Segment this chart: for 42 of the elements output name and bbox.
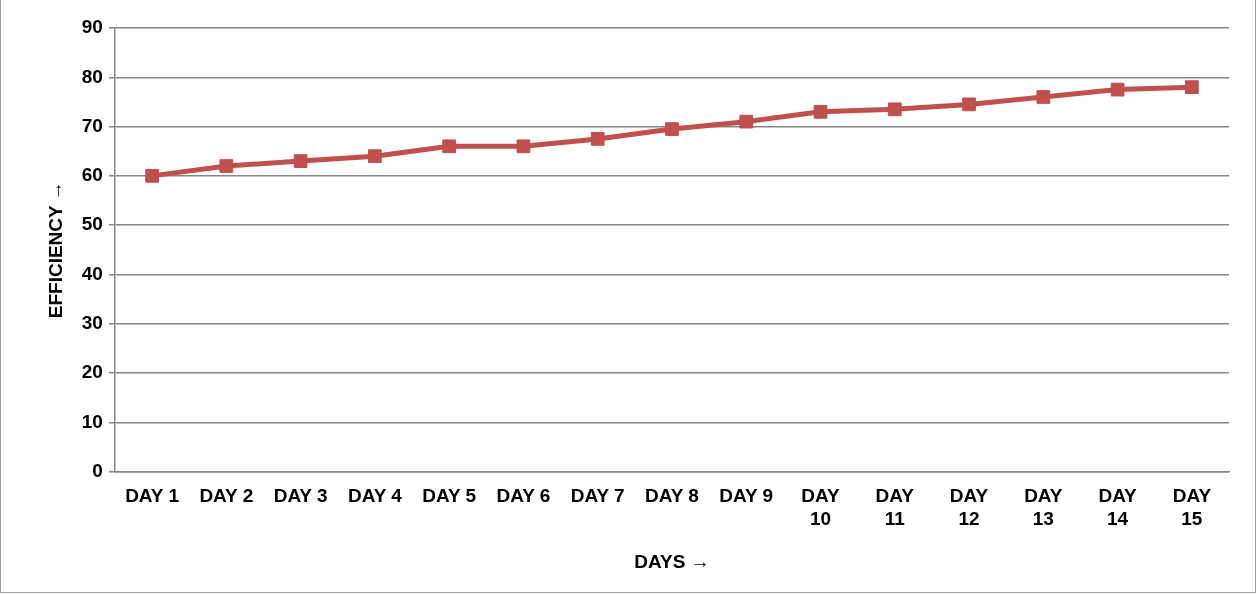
point [442, 139, 457, 154]
x-tick-label: DAY 6 [496, 485, 551, 507]
point [1036, 90, 1051, 104]
x-tick-label: DAY 3 [273, 485, 328, 507]
y-axis-title: EFFICIENCY → [44, 181, 66, 319]
x-tick-label: DAY 12 [949, 485, 989, 530]
x-tick-label: DAY 10 [801, 485, 841, 530]
point [145, 169, 159, 183]
y-tick-label: 20 [81, 361, 103, 383]
x-tick-label: DAY 11 [875, 485, 915, 530]
x-tick-label: DAY 14 [1098, 485, 1138, 530]
y-tick-label: 10 [81, 410, 103, 432]
x-tick-label: DAY 8 [645, 485, 699, 507]
point [516, 139, 531, 154]
y-tick-label: 80 [81, 65, 103, 87]
x-tick-label: DAY 2 [199, 485, 254, 507]
point [590, 132, 605, 146]
x-tick-label: DAY 4 [347, 485, 403, 507]
y-tick-label: 40 [81, 262, 103, 284]
point [293, 154, 308, 168]
point [813, 104, 828, 119]
y-tick-label: 90 [81, 16, 103, 38]
point [962, 97, 976, 112]
x-tick-label: DAY 1 [125, 485, 180, 507]
x-tick-label: DAY 9 [719, 485, 774, 507]
x-axis-title: DAYS → [634, 550, 710, 572]
point [739, 114, 754, 129]
point [887, 102, 902, 117]
x-tick-label: DAY 15 [1172, 485, 1212, 530]
y-tick-label: 60 [81, 164, 103, 186]
y-tick-label: 0 [92, 459, 103, 481]
point [368, 149, 382, 164]
y-tick-label: 30 [81, 311, 103, 333]
point [219, 159, 234, 173]
point [1110, 82, 1125, 97]
point [665, 122, 679, 136]
point [1185, 80, 1199, 95]
y-tick-label: 50 [81, 213, 103, 235]
x-tick-label: DAY 5 [422, 485, 477, 507]
x-tick-label: DAY 13 [1024, 485, 1063, 530]
x-tick-label: DAY 7 [570, 485, 625, 507]
y-tick-label: 70 [81, 114, 103, 136]
